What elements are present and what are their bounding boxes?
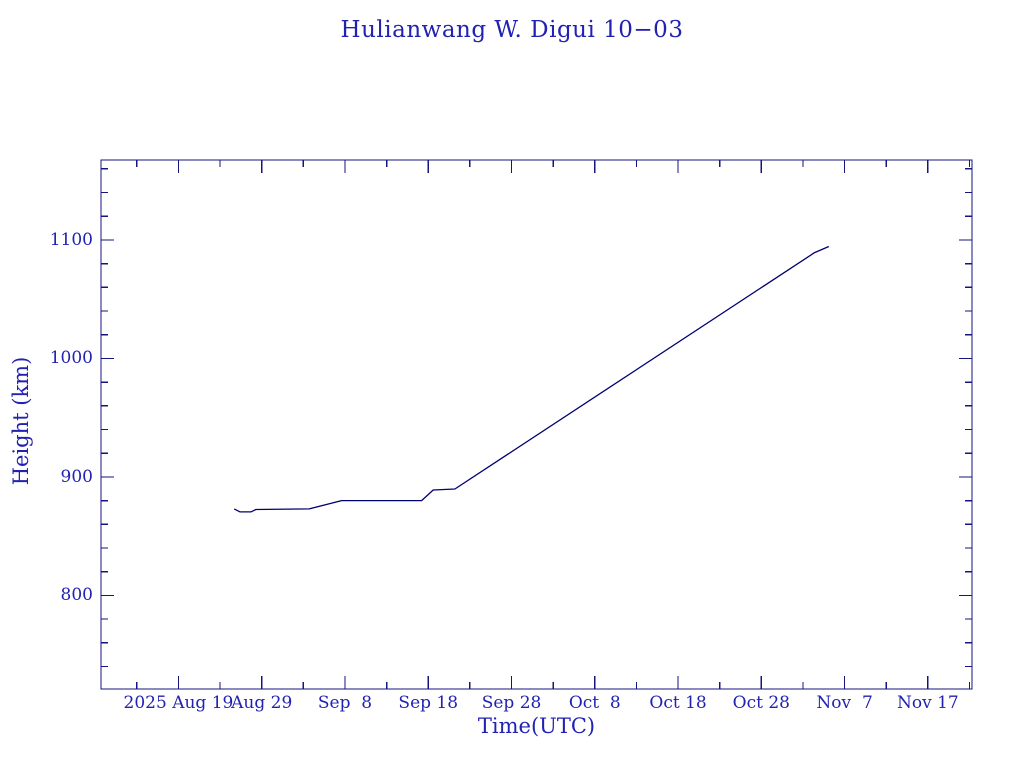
x-tick-label: Sep 18: [398, 693, 459, 713]
x-tick-label: Oct 28: [732, 693, 790, 713]
y-tick-label: 900: [60, 466, 93, 487]
y-tick-label: 1000: [49, 348, 93, 369]
chart-title: Hulianwang W. Digui 10−03: [340, 17, 684, 43]
y-axis-title: Height (km): [9, 356, 33, 486]
x-tick-label: Aug 29: [231, 693, 293, 713]
x-tick-label: Oct 8: [568, 693, 621, 713]
y-tick-label: 800: [60, 585, 93, 606]
x-tick-label: Oct 18: [649, 693, 707, 713]
x-tick-label: Nov 17: [896, 693, 959, 713]
x-tick-label: Sep 8: [317, 693, 373, 713]
y-tick-label: 1100: [49, 229, 93, 250]
x-axis-title: Time(UTC): [477, 714, 596, 738]
x-tick-label: Sep 28: [481, 693, 542, 713]
height-curve: [233, 245, 830, 513]
plot-frame: [100, 159, 973, 690]
x-tick-label: 2025 Aug 19: [123, 693, 234, 713]
x-tick-label: Nov 7: [816, 693, 873, 713]
